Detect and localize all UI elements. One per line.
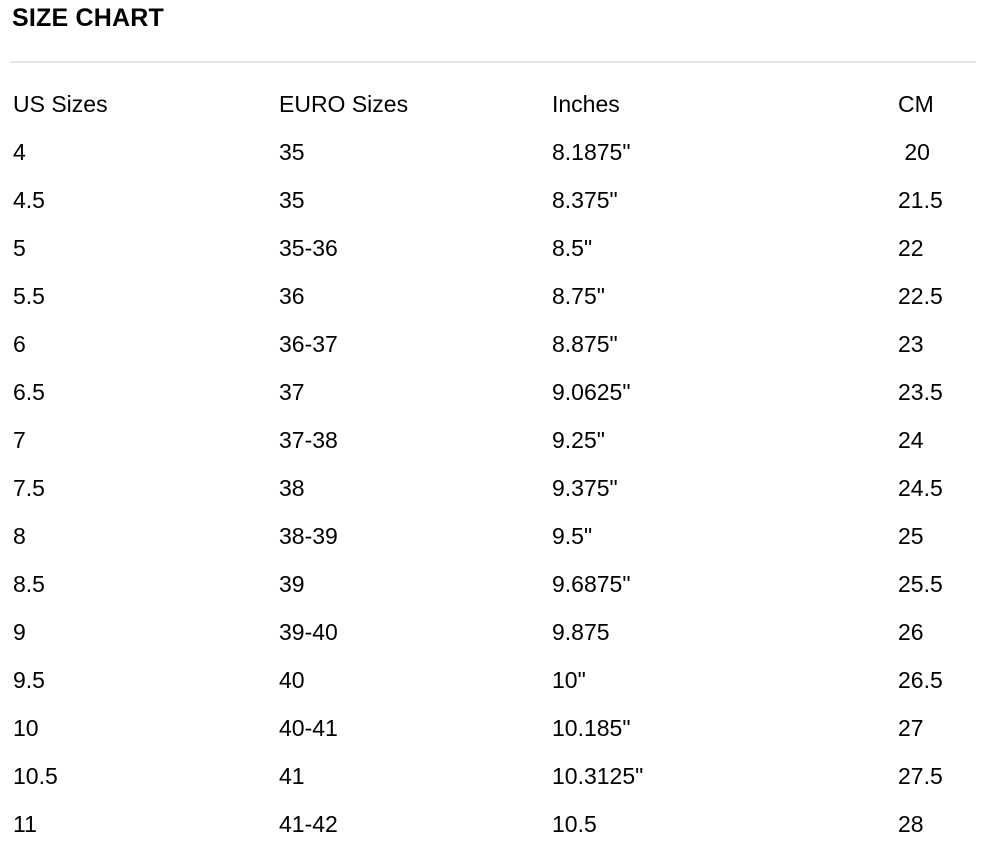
table-row: 8.5 39 9.6875" 25.5: [0, 560, 988, 608]
table-row: 5.5 36 8.75" 22.5: [0, 272, 988, 320]
cell-euro-size: 39-40: [279, 619, 338, 645]
table-row: 10 40-41 10.185" 27: [0, 704, 988, 752]
cell-us-size: 6: [13, 331, 26, 357]
cell-us-size: 4.5: [13, 187, 45, 213]
cell-inches: 9.6875": [552, 571, 631, 597]
table-header-row: US Sizes EURO Sizes Inches CM: [0, 80, 988, 128]
cell-inches: 8.1875": [552, 139, 631, 165]
cell-cm: 28: [898, 811, 924, 837]
cell-cm: 21.5: [898, 187, 943, 213]
cell-euro-size: 35-36: [279, 235, 338, 261]
cell-us-size: 4: [13, 139, 26, 165]
cell-us-size: 10.5: [13, 763, 58, 789]
cell-us-size: 11: [13, 811, 37, 837]
table-row: 4 35 8.1875" 20: [0, 128, 988, 176]
cell-euro-size: 37-38: [279, 427, 338, 453]
cell-euro-size: 39: [279, 571, 305, 597]
cell-euro-size: 41-42: [279, 811, 338, 837]
cell-cm: 26: [898, 619, 924, 645]
cell-inches: 9.5": [552, 523, 593, 549]
cell-cm: 25: [898, 523, 924, 549]
cell-inches: 10": [552, 667, 586, 693]
column-header-inches: Inches: [552, 91, 620, 117]
cell-euro-size: 41: [279, 763, 305, 789]
cell-inches: 10.3125": [552, 763, 644, 789]
title-divider: [10, 61, 976, 63]
cell-cm: 24: [898, 427, 924, 453]
cell-us-size: 5.5: [13, 283, 45, 309]
cell-euro-size: 35: [279, 187, 305, 213]
cell-inches: 9.0625": [552, 379, 631, 405]
cell-euro-size: 36: [279, 283, 305, 309]
cell-inches: 8.875": [552, 331, 618, 357]
table-row: 6 36-37 8.875" 23: [0, 320, 988, 368]
cell-euro-size: 40-41: [279, 715, 338, 741]
table-row: 7 37-38 9.25" 24: [0, 416, 988, 464]
cell-cm: 27.5: [898, 763, 943, 789]
cell-cm: 22.5: [898, 283, 943, 309]
cell-euro-size: 38-39: [279, 523, 338, 549]
cell-us-size: 7.5: [13, 475, 45, 501]
cell-us-size: 9: [13, 619, 26, 645]
column-header-us-size: US Sizes: [13, 91, 108, 117]
cell-inches: 8.375": [552, 187, 618, 213]
cell-cm: 24.5: [898, 475, 943, 501]
cell-inches: 8.75": [552, 283, 605, 309]
cell-inches: 9.25": [552, 427, 605, 453]
cell-us-size: 9.5: [13, 667, 45, 693]
cell-cm: 26.5: [898, 667, 943, 693]
cell-inches: 8.5": [552, 235, 593, 261]
table-row: 7.5 38 9.375" 24.5: [0, 464, 988, 512]
column-header-cm: CM: [898, 91, 934, 117]
cell-us-size: 5: [13, 235, 26, 261]
table-row: 6.5 37 9.0625" 23.5: [0, 368, 988, 416]
cell-euro-size: 35: [279, 139, 305, 165]
cell-cm: 22: [898, 235, 924, 261]
table-row: 9.5 40 10" 26.5: [0, 656, 988, 704]
cell-inches: 9.375": [552, 475, 618, 501]
table-row: 9 39-40 9.875 26: [0, 608, 988, 656]
cell-euro-size: 37: [279, 379, 305, 405]
cell-cm: 25.5: [898, 571, 943, 597]
table-row: 10.5 41 10.3125" 27.5: [0, 752, 988, 800]
cell-us-size: 8.5: [13, 571, 45, 597]
cell-us-size: 8: [13, 523, 26, 549]
table-row: 5 35-36 8.5" 22: [0, 224, 988, 272]
size-chart-table: US Sizes EURO Sizes Inches CM 4 35 8.1875" 20 4…: [0, 80, 988, 848]
cell-inches: 10.185": [552, 715, 631, 741]
cell-cm: 27: [898, 715, 924, 741]
cell-cm: 23: [898, 331, 924, 357]
table-row: 4.5 35 8.375" 21.5: [0, 176, 988, 224]
cell-euro-size: 38: [279, 475, 305, 501]
table-row: 11 41-42 10.5 28: [0, 800, 988, 848]
table-row: 8 38-39 9.5" 25: [0, 512, 988, 560]
cell-inches: 10.5: [552, 811, 597, 837]
cell-us-size: 7: [13, 427, 26, 453]
column-header-euro-size: EURO Sizes: [279, 91, 409, 117]
page-title: SIZE CHART: [12, 4, 164, 32]
cell-us-size: 10: [13, 715, 39, 741]
cell-euro-size: 40: [279, 667, 305, 693]
cell-us-size: 6.5: [13, 379, 45, 405]
cell-inches: 9.875: [552, 619, 610, 645]
cell-cm: 20: [898, 139, 930, 165]
cell-euro-size: 36-37: [279, 331, 338, 357]
cell-cm: 23.5: [898, 379, 943, 405]
